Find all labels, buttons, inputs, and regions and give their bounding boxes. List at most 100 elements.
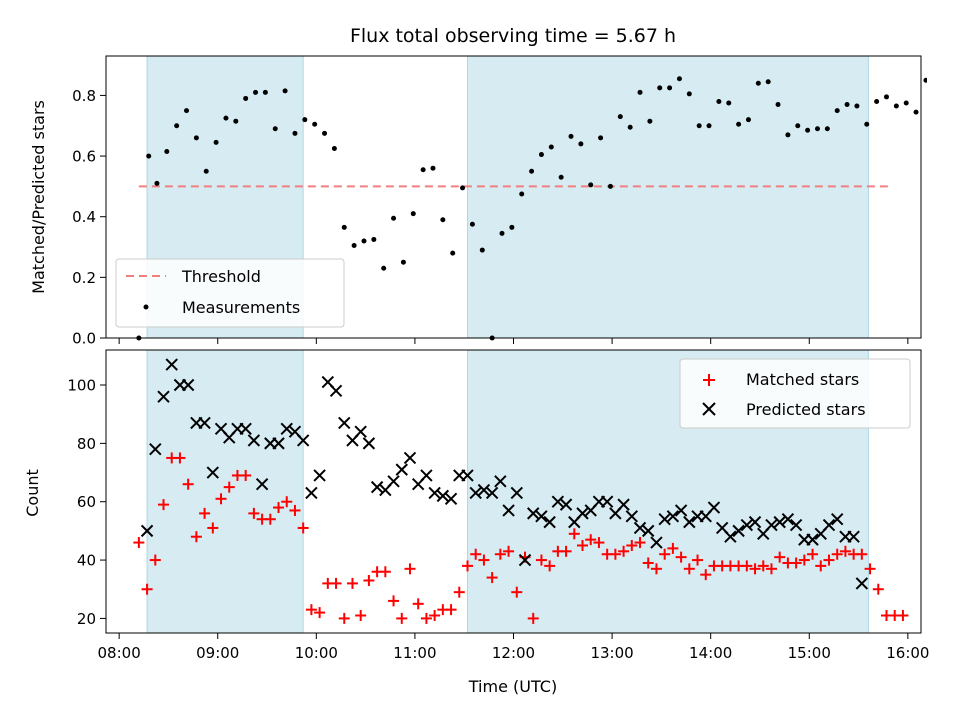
predicted-stars-point xyxy=(255,477,269,491)
measurement-point xyxy=(341,224,347,230)
measurement-point xyxy=(667,85,673,91)
measurement-point xyxy=(765,79,771,85)
matched-stars-point xyxy=(692,554,704,566)
measurement-point xyxy=(568,133,574,139)
predicted-stars-point xyxy=(420,469,433,482)
matched-stars-point xyxy=(363,574,375,586)
measurement-point xyxy=(607,183,613,189)
matched-stars-point xyxy=(190,531,202,543)
matched-stars-point xyxy=(667,542,679,554)
matched-stars-point xyxy=(199,507,211,519)
matched-stars-point xyxy=(618,545,630,557)
top-y-tick-label: 0.6 xyxy=(72,148,96,166)
matched-stars-point xyxy=(831,548,843,560)
bot-x-tick-label: 11:00 xyxy=(393,644,436,662)
predicted-stars-point xyxy=(822,518,836,532)
matched-stars-point xyxy=(675,551,687,563)
predicted-stars-point xyxy=(502,504,515,517)
predicted-stars-point xyxy=(140,524,154,538)
predicted-stars-point xyxy=(847,530,860,543)
measurement-point xyxy=(617,114,623,120)
matched-stars-point xyxy=(420,612,432,624)
legend-matched-swatch xyxy=(703,374,715,386)
measurement-point xyxy=(854,103,860,109)
predicted-stars-point xyxy=(272,437,285,450)
matched-stars-point xyxy=(149,554,161,566)
predicted-stars-point xyxy=(329,384,343,398)
bot-x-tick-label: 15:00 xyxy=(788,644,831,662)
measurement-point xyxy=(864,121,870,127)
measurement-point xyxy=(538,152,544,158)
measurement-point xyxy=(745,117,751,123)
measurement-point xyxy=(499,230,505,236)
predicted-stars-point xyxy=(625,510,639,523)
matched-stars-point xyxy=(461,560,473,572)
top-y-tick-label: 0.8 xyxy=(72,87,96,105)
predicted-stars-point xyxy=(650,536,663,549)
predicted-stars-point xyxy=(855,577,869,590)
matched-stars-point xyxy=(749,563,761,575)
bot-x-tick-label: 13:00 xyxy=(590,644,633,662)
matched-stars-point xyxy=(527,612,539,624)
predicted-stars-point xyxy=(551,495,565,508)
predicted-stars-point xyxy=(617,498,630,511)
measurement-point xyxy=(146,153,152,159)
measurement-point xyxy=(243,95,249,101)
predicted-stars-point xyxy=(494,475,507,488)
matched-stars-point xyxy=(560,545,572,557)
matched-stars-point xyxy=(182,478,194,490)
legend-threshold-label: Threshold xyxy=(181,267,261,286)
measurement-point xyxy=(676,76,682,82)
matched-stars-point xyxy=(412,598,424,610)
predicted-stars-point xyxy=(510,486,523,500)
predicted-stars-point xyxy=(370,480,384,494)
bot-x-tick-label: 12:00 xyxy=(492,644,535,662)
legend-matched-label: Matched stars xyxy=(746,370,859,389)
matched-stars-point xyxy=(297,522,309,534)
bot-y-tick-label: 40 xyxy=(77,552,96,570)
matched-stars-point xyxy=(429,609,441,621)
matched-stars-point xyxy=(248,507,260,519)
matched-stars-point xyxy=(314,607,326,619)
bot-y-tick-label: 80 xyxy=(77,435,96,453)
matched-stars-point xyxy=(872,583,884,595)
matched-stars-point xyxy=(700,569,712,581)
measurement-point xyxy=(213,139,219,145)
measurement-point xyxy=(844,102,850,108)
matched-stars-point xyxy=(568,528,580,540)
legend-measurements-label: Measurements xyxy=(182,298,300,317)
predicted-stars-point xyxy=(206,466,220,479)
measurement-point xyxy=(627,124,633,130)
predicted-stars-point xyxy=(748,515,762,529)
measurement-point xyxy=(726,100,732,106)
matched-stars-point xyxy=(577,539,589,551)
matched-stars-point xyxy=(774,551,786,563)
bot-y-tick-label: 100 xyxy=(67,377,96,395)
matched-stars-point xyxy=(289,504,301,516)
matched-stars-point xyxy=(765,563,777,575)
matched-stars-point xyxy=(273,502,285,514)
measurement-point xyxy=(716,98,722,104)
top-y-tick-label: 0.2 xyxy=(72,269,96,287)
matched-stars-point xyxy=(494,548,506,560)
measurement-point xyxy=(558,174,564,180)
predicted-stars-point xyxy=(740,518,754,532)
predicted-stars-point xyxy=(773,515,786,529)
predicted-stars-point xyxy=(674,504,688,517)
matched-stars-point xyxy=(503,545,515,557)
measurement-point xyxy=(292,130,298,136)
predicted-stars-point xyxy=(559,498,573,511)
matched-stars-point xyxy=(281,496,293,508)
matched-stars-point xyxy=(338,612,350,624)
matched-stars-point xyxy=(240,469,252,481)
matched-stars-point xyxy=(757,560,769,572)
matched-stars-point xyxy=(207,522,219,534)
predicted-stars-point xyxy=(600,495,614,508)
matched-stars-point xyxy=(683,563,695,575)
bot-y-tick-label: 60 xyxy=(77,493,96,511)
predicted-stars-point xyxy=(830,513,844,526)
measurement-point xyxy=(657,85,663,91)
measurement-point xyxy=(371,236,377,242)
measurement-point xyxy=(164,149,170,155)
matched-stars-point xyxy=(133,537,145,549)
